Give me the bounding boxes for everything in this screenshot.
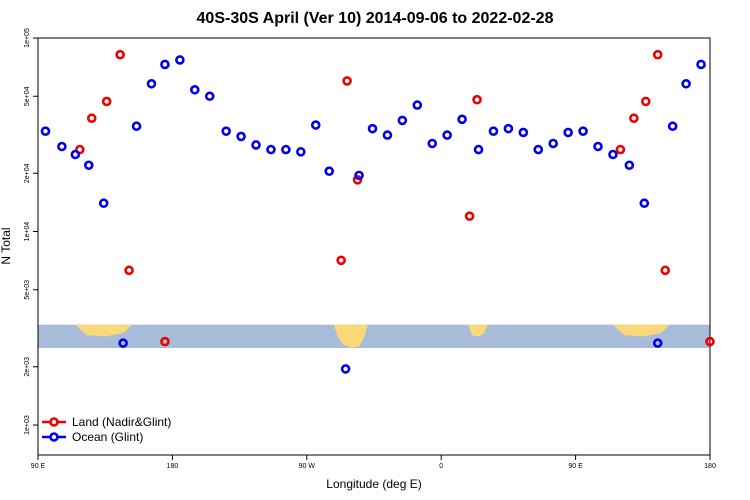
ocean-point	[473, 144, 484, 155]
ocean-point	[382, 130, 393, 140]
ocean-point	[533, 144, 544, 155]
ocean-point	[204, 91, 215, 102]
land-point	[124, 265, 134, 276]
x-axis-title: Longitude (deg E)	[326, 477, 421, 491]
map-land-south-africa	[468, 324, 488, 337]
y-tick-label: 5e+03	[24, 280, 31, 300]
map-land-south-america	[334, 324, 368, 348]
ocean-point	[457, 114, 467, 125]
land-point	[660, 265, 671, 276]
world-map-band	[38, 324, 710, 349]
ocean-point	[667, 121, 678, 132]
ocean-point	[266, 144, 276, 155]
ocean-point	[639, 198, 650, 209]
y-axis-title: N Total	[0, 227, 13, 264]
map-land-australia	[75, 324, 133, 337]
plot-frame	[37, 37, 711, 456]
ocean-point	[251, 140, 261, 150]
x-tick-label: 180	[704, 463, 716, 470]
ocean-point	[175, 55, 185, 65]
land-point	[336, 255, 346, 266]
map-ocean	[38, 324, 710, 349]
land-point	[160, 336, 170, 347]
x-tick-label: 90 E	[568, 463, 583, 470]
ocean-point	[40, 126, 51, 136]
land-point	[101, 96, 112, 107]
ocean-point	[146, 78, 157, 89]
ocean-point	[624, 160, 635, 171]
ocean-point	[57, 141, 67, 152]
land-point	[615, 144, 626, 155]
ocean-point	[696, 59, 706, 70]
land-point	[472, 94, 482, 105]
ocean-point	[652, 338, 663, 348]
y-tick-label: 2e+03	[24, 357, 31, 377]
y-tick-label: 1e+04	[24, 222, 31, 242]
ocean-point	[397, 115, 408, 126]
land-point	[352, 175, 363, 185]
ocean-point	[488, 126, 499, 136]
ocean-point	[221, 126, 231, 136]
ocean-point	[281, 144, 291, 155]
ocean-point	[236, 131, 246, 142]
ocean-point	[442, 130, 452, 140]
x-tick-label: 90 W	[299, 463, 316, 470]
legend: Land (Nadir&Glint)Ocean (Glint)	[42, 415, 171, 444]
ocean-point	[563, 127, 573, 138]
ocean-point	[131, 121, 142, 132]
legend-marker	[49, 432, 59, 442]
ocean-point	[518, 127, 529, 138]
map-land-australia-repeat	[612, 324, 670, 337]
ocean-point	[190, 84, 200, 95]
ocean-point	[83, 160, 94, 171]
land-point	[705, 336, 715, 347]
ocean-point	[354, 170, 364, 181]
ocean-point	[503, 123, 514, 134]
land-point	[652, 49, 663, 60]
legend-label: Land (Nadir&Glint)	[72, 415, 171, 429]
data-points	[40, 49, 715, 374]
ocean-point	[548, 138, 559, 149]
ocean-point	[427, 138, 438, 149]
ocean-point	[70, 149, 81, 160]
ocean-point	[324, 166, 335, 176]
x-tick-label: 0	[439, 463, 443, 470]
land-point	[629, 113, 639, 124]
ocean-point	[160, 59, 170, 70]
land-point	[640, 96, 651, 107]
y-tick-label: 1e+03	[24, 415, 31, 435]
x-tick-label: 90 E	[31, 463, 46, 470]
x-axis: 90 E 180 90 W 0 90 E 180	[31, 455, 716, 470]
ocean-point	[118, 338, 128, 348]
ocean-point	[578, 126, 588, 136]
ocean-point	[593, 141, 603, 152]
ocean-point	[310, 120, 321, 130]
ocean-point	[340, 364, 351, 374]
land-point	[342, 76, 352, 86]
land-point	[86, 113, 97, 124]
legend-marker	[49, 417, 59, 427]
ocean-point	[367, 123, 378, 134]
chart-title: 40S-30S April (Ver 10) 2014-09-06 to 202…	[196, 10, 554, 27]
land-point	[464, 211, 475, 221]
y-tick-label: 2e+04	[24, 163, 31, 183]
ocean-point	[412, 100, 423, 110]
ocean-point	[296, 147, 306, 157]
ocean-point	[608, 149, 618, 160]
y-axis: 1e+03 2e+03 5e+03 1e+04 2e+04 5e+04 1e+05	[24, 28, 38, 435]
y-tick-label: 5e+04	[24, 86, 31, 106]
land-point	[115, 49, 125, 60]
x-tick-label: 180	[167, 463, 179, 470]
y-tick-label: 1e+05	[24, 28, 31, 48]
ocean-point	[681, 78, 691, 89]
legend-label: Ocean (Glint)	[72, 430, 143, 444]
ocean-point	[98, 198, 109, 209]
